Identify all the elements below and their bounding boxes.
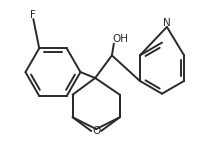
Text: O: O — [92, 126, 100, 136]
Text: N: N — [163, 18, 171, 28]
Text: OH: OH — [112, 34, 128, 44]
Text: F: F — [30, 10, 36, 20]
